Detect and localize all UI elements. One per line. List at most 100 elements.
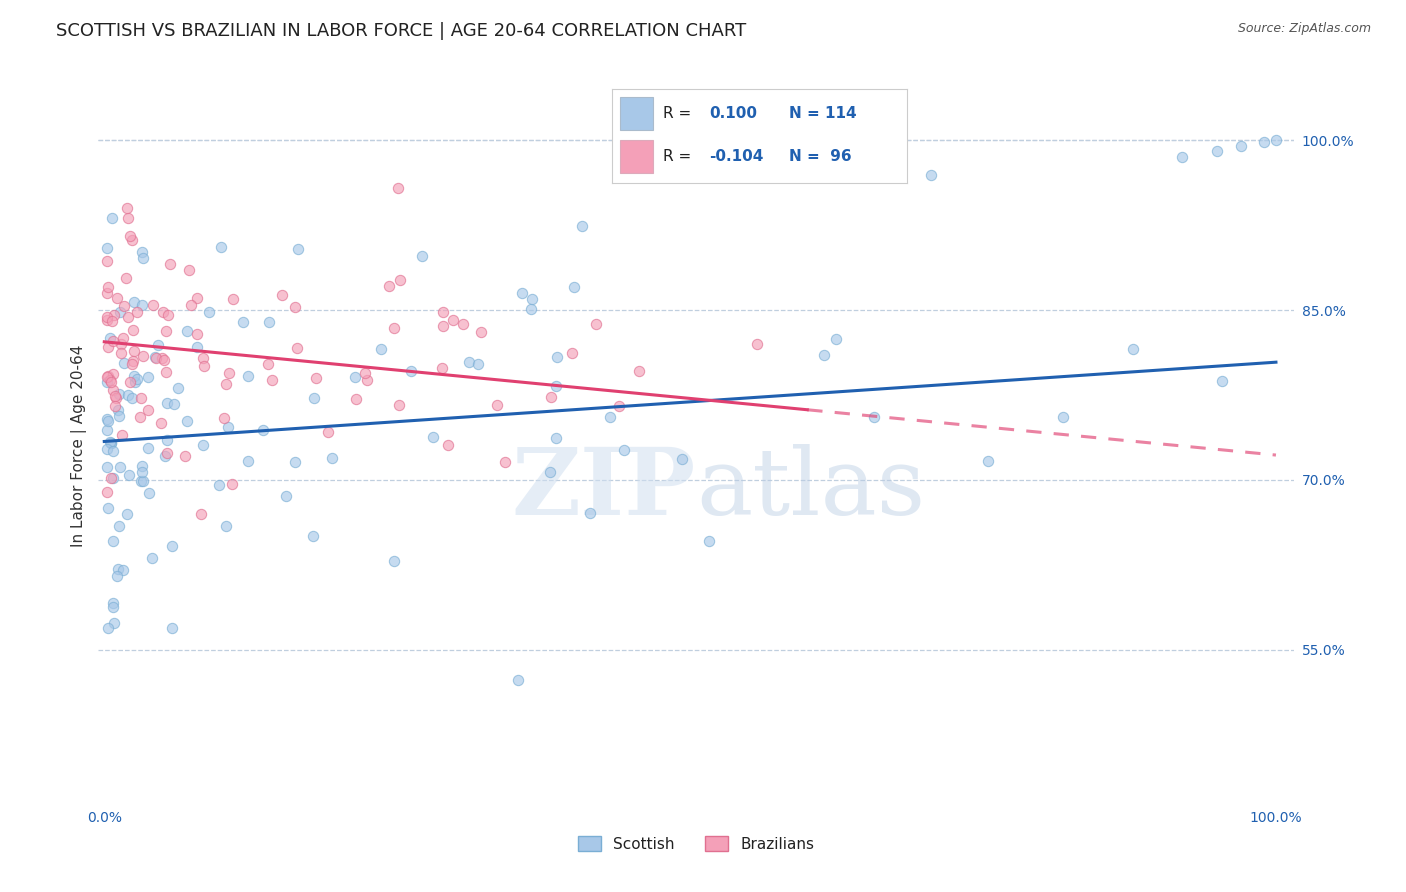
Point (302, 529, 325, 543)
Point (100, 435, 122, 450)
Point (101, 384, 124, 398)
Bar (620, 140, 652, 173)
Point (585, 317, 607, 331)
Point (96, 313, 118, 327)
Point (149, 416, 172, 430)
Point (221, 477, 243, 491)
Point (96, 484, 118, 499)
Point (343, 370, 366, 384)
Point (117, 211, 139, 225)
Point (578, 506, 600, 520)
Point (97, 279, 120, 293)
Point (153, 353, 176, 368)
Point (112, 299, 135, 313)
Point (121, 391, 143, 405)
Point (344, 392, 367, 406)
Point (104, 399, 127, 413)
Point (451, 317, 474, 331)
Point (217, 419, 239, 434)
Point (150, 351, 173, 366)
Point (122, 343, 145, 358)
Point (121, 354, 143, 368)
Point (628, 364, 651, 378)
Point (156, 395, 179, 409)
Point (1171, 150, 1194, 164)
Text: R =: R = (664, 106, 692, 121)
Point (613, 442, 636, 457)
Point (156, 308, 179, 322)
Point (697, 533, 720, 548)
Point (155, 324, 177, 338)
Point (316, 425, 339, 439)
Point (422, 430, 444, 444)
Point (129, 409, 152, 424)
Point (105, 392, 128, 406)
Point (520, 301, 543, 316)
Point (131, 465, 153, 479)
Point (120, 375, 142, 389)
Point (494, 454, 516, 468)
Point (155, 449, 177, 463)
Point (97, 368, 120, 383)
Point (285, 341, 308, 355)
Point (110, 337, 132, 351)
Point (101, 471, 124, 485)
Point (388, 398, 411, 412)
Point (108, 409, 131, 424)
Point (132, 251, 155, 265)
Point (388, 273, 411, 287)
Text: R =: R = (664, 149, 692, 164)
Text: 0.100: 0.100 (709, 106, 756, 121)
Point (1211, 374, 1233, 388)
Point (276, 489, 298, 503)
Point (101, 334, 124, 349)
Point (96, 414, 118, 428)
Point (131, 298, 153, 312)
Point (96, 442, 118, 456)
Point (544, 431, 567, 445)
Point (121, 357, 143, 371)
Point (747, 337, 769, 351)
Point (1052, 409, 1074, 424)
Text: N =  96: N = 96 (789, 149, 852, 164)
Point (121, 233, 143, 247)
Point (101, 211, 124, 225)
Point (142, 298, 165, 312)
Point (1253, 136, 1275, 150)
Point (103, 616, 125, 631)
Point (115, 202, 138, 216)
Point (214, 411, 236, 425)
Point (176, 414, 198, 428)
Y-axis label: In Labor Force | Age 20-64: In Labor Force | Age 20-64 (72, 345, 87, 547)
Point (122, 368, 145, 383)
Point (382, 554, 405, 568)
Point (356, 373, 378, 387)
Point (186, 340, 208, 354)
Legend: Scottish, Brazilians: Scottish, Brazilians (571, 828, 821, 859)
Point (562, 280, 585, 294)
Point (155, 365, 177, 379)
Point (129, 474, 152, 488)
Point (156, 446, 179, 460)
Point (132, 349, 155, 363)
Point (124, 295, 146, 310)
Point (977, 454, 1000, 468)
Point (215, 518, 238, 533)
Point (111, 331, 134, 345)
Point (430, 361, 453, 376)
Point (112, 356, 135, 370)
Point (160, 539, 183, 553)
Point (470, 326, 492, 340)
Point (143, 350, 166, 364)
Point (103, 308, 125, 322)
Point (262, 374, 284, 388)
Bar (620, 96, 652, 130)
Point (110, 345, 132, 359)
Point (136, 441, 159, 455)
Point (370, 342, 392, 356)
Point (508, 673, 530, 687)
Point (252, 423, 274, 437)
Point (100, 471, 122, 485)
Point (96, 285, 118, 300)
Point (920, 168, 942, 182)
